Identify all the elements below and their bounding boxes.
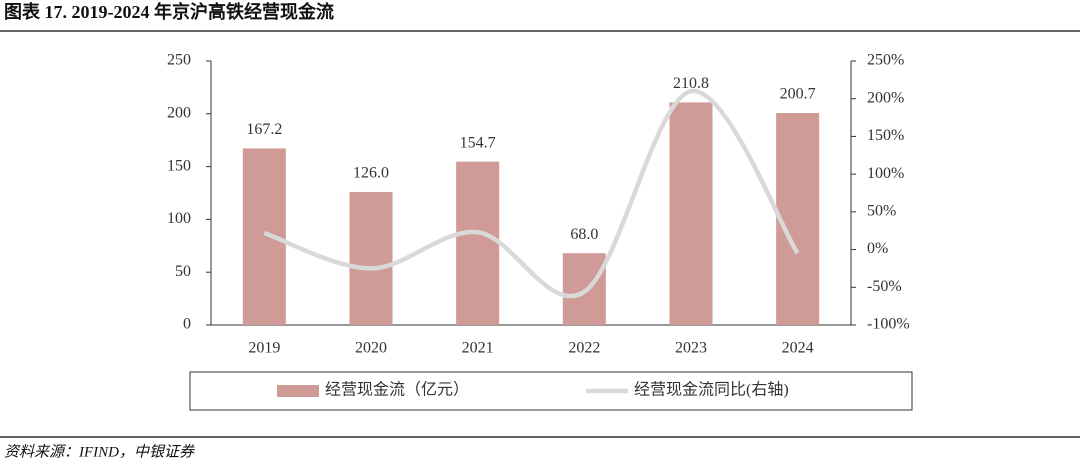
data-label: 154.7: [460, 134, 496, 151]
y2-tick-label: 150%: [867, 127, 904, 144]
y2-tick-label: -50%: [867, 278, 902, 295]
y-tick-label: 0: [183, 316, 191, 333]
legend-label: 经营现金流（亿元）: [325, 381, 469, 399]
x-tick-label: 2020: [355, 340, 387, 357]
figure-title: 图表 17. 2019-2024 年京沪高铁经营现金流: [4, 1, 334, 22]
x-tick-label: 2021: [462, 340, 494, 357]
legend-swatch: [277, 385, 319, 397]
y2-tick-label: 250%: [867, 52, 904, 69]
y2-tick-label: 0%: [867, 240, 888, 257]
y2-tick-label: 50%: [867, 203, 896, 220]
legend-label: 经营现金流同比(右轴): [634, 381, 789, 399]
y2-tick-label: 100%: [867, 165, 904, 182]
y-tick-label: 250: [167, 52, 191, 69]
data-label: 200.7: [780, 86, 816, 103]
data-label: 68.0: [570, 226, 598, 243]
data-label: 167.2: [246, 121, 282, 138]
y-tick-label: 200: [167, 104, 191, 121]
y2-tick-label: -100%: [867, 316, 910, 333]
y2-tick-label: 200%: [867, 89, 904, 106]
data-label: 210.8: [673, 75, 709, 92]
source-note: 资料来源：IFIND，中银证券: [4, 443, 195, 460]
data-label: 126.0: [353, 165, 389, 182]
x-tick-label: 2023: [675, 340, 707, 357]
line: [263, 88, 800, 299]
y-tick-label: 100: [167, 210, 191, 227]
legend-box: [189, 371, 913, 411]
bar: [349, 191, 393, 325]
bar: [456, 161, 500, 325]
x-tick-label: 2019: [248, 340, 280, 357]
bar: [776, 113, 820, 326]
x-tick-label: 2022: [568, 340, 600, 357]
y-tick-label: 50: [175, 263, 191, 280]
x-tick-label: 2024: [782, 340, 814, 357]
y-tick-label: 150: [167, 157, 191, 174]
bar: [669, 102, 713, 325]
bar: [242, 148, 286, 325]
